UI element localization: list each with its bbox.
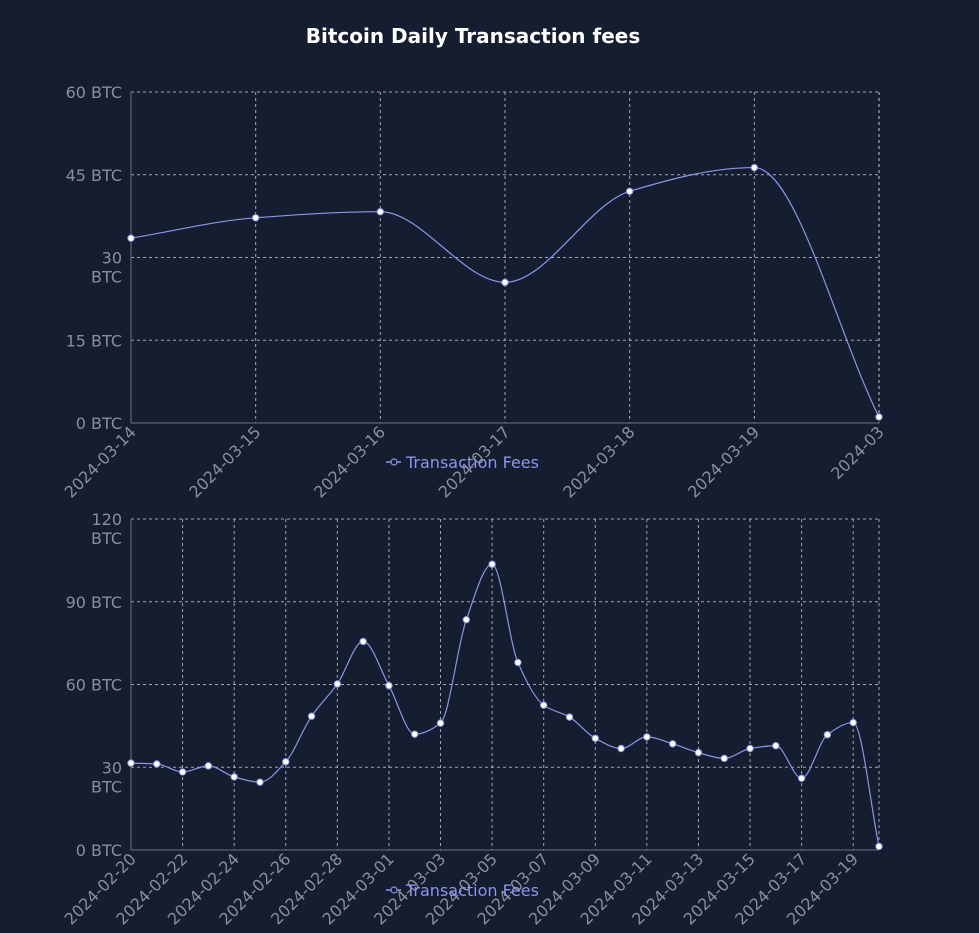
bottom-legend-label: Transaction Fees (405, 881, 539, 900)
top-x-tick-label: 2024-03-19 (684, 422, 763, 501)
bottom-data-point (772, 742, 780, 750)
top-chart: 0 BTC 15 BTC 30 BTC 45 BTC 60 BTC 2024-03-14 20… (61, 83, 888, 502)
top-legend-label: Transaction Fees (405, 453, 539, 472)
bottom-data-point (385, 681, 393, 690)
top-x-tick-label: 2024-03-15 (185, 422, 264, 501)
page-title: Bitcoin Daily Transaction fees (305, 24, 641, 48)
bottom-y-tick-label: 60 BTC (66, 676, 122, 695)
top-data-point (251, 214, 260, 222)
bottom-data-point (875, 842, 883, 851)
top-x-tick-label: 2024-03-18 (559, 422, 638, 501)
bottom-data-point (539, 701, 548, 709)
bottom-data-point (256, 778, 264, 786)
bottom-y-tick-label: 120 BTC (91, 510, 122, 548)
bottom-data-point (307, 712, 316, 720)
top-y-tick-label: 15 BTC (66, 331, 122, 350)
bottom-data-point (565, 713, 574, 721)
top-legend-marker-point (390, 458, 398, 466)
bottom-data-point (797, 774, 806, 782)
top-data-point (750, 163, 759, 172)
bottom-legend-marker-point (390, 886, 398, 894)
bottom-y-tick-label: 0 BTC (76, 841, 122, 860)
bottom-data-point (436, 719, 445, 727)
bottom-data-point (178, 768, 187, 776)
bottom-data-point (230, 773, 238, 781)
top-x-tick-label: 2024-03-14 (61, 422, 140, 501)
bottom-data-point (823, 731, 832, 739)
bottom-data-point (153, 760, 161, 768)
bottom-data-point (282, 758, 290, 766)
bottom-data-point (359, 637, 367, 646)
bottom-data-point (746, 744, 754, 753)
bottom-data-point (617, 744, 625, 753)
bottom-series-line (130, 563, 880, 847)
top-y-tick-label: 0 BTC (76, 414, 122, 433)
bottom-data-point (488, 560, 496, 568)
bottom-data-point (694, 748, 703, 757)
top-y-tick-label: 30 BTC (91, 249, 122, 287)
bottom-data-point (514, 658, 522, 667)
bottom-data-point (411, 730, 419, 738)
bottom-y-tick-label: 90 BTC (66, 593, 122, 612)
bottom-y-tick-label: 30 BTC (91, 758, 122, 796)
bottom-data-point (591, 734, 599, 742)
bottom-data-point (333, 680, 342, 688)
top-data-point (875, 413, 883, 421)
top-y-tick-label: 60 BTC (66, 83, 122, 102)
top-data-point (625, 187, 634, 196)
top-x-tick-label: 2024-03-16 (310, 422, 389, 501)
bottom-data-point (204, 762, 213, 770)
bottom-data-point (720, 754, 728, 763)
bottom-data-point (643, 733, 651, 741)
top-series-line (130, 166, 880, 418)
bottom-data-point (668, 740, 677, 748)
top-data-point (127, 234, 135, 242)
bottom-data-point (462, 615, 471, 624)
bottom-data-point (849, 718, 857, 727)
bottom-data-point (127, 759, 135, 767)
top-data-point (501, 278, 509, 287)
top-y-tick-label: 45 BTC (66, 166, 122, 185)
top-data-point (376, 208, 385, 216)
top-x-tick-label: 2024-03 (827, 422, 888, 483)
